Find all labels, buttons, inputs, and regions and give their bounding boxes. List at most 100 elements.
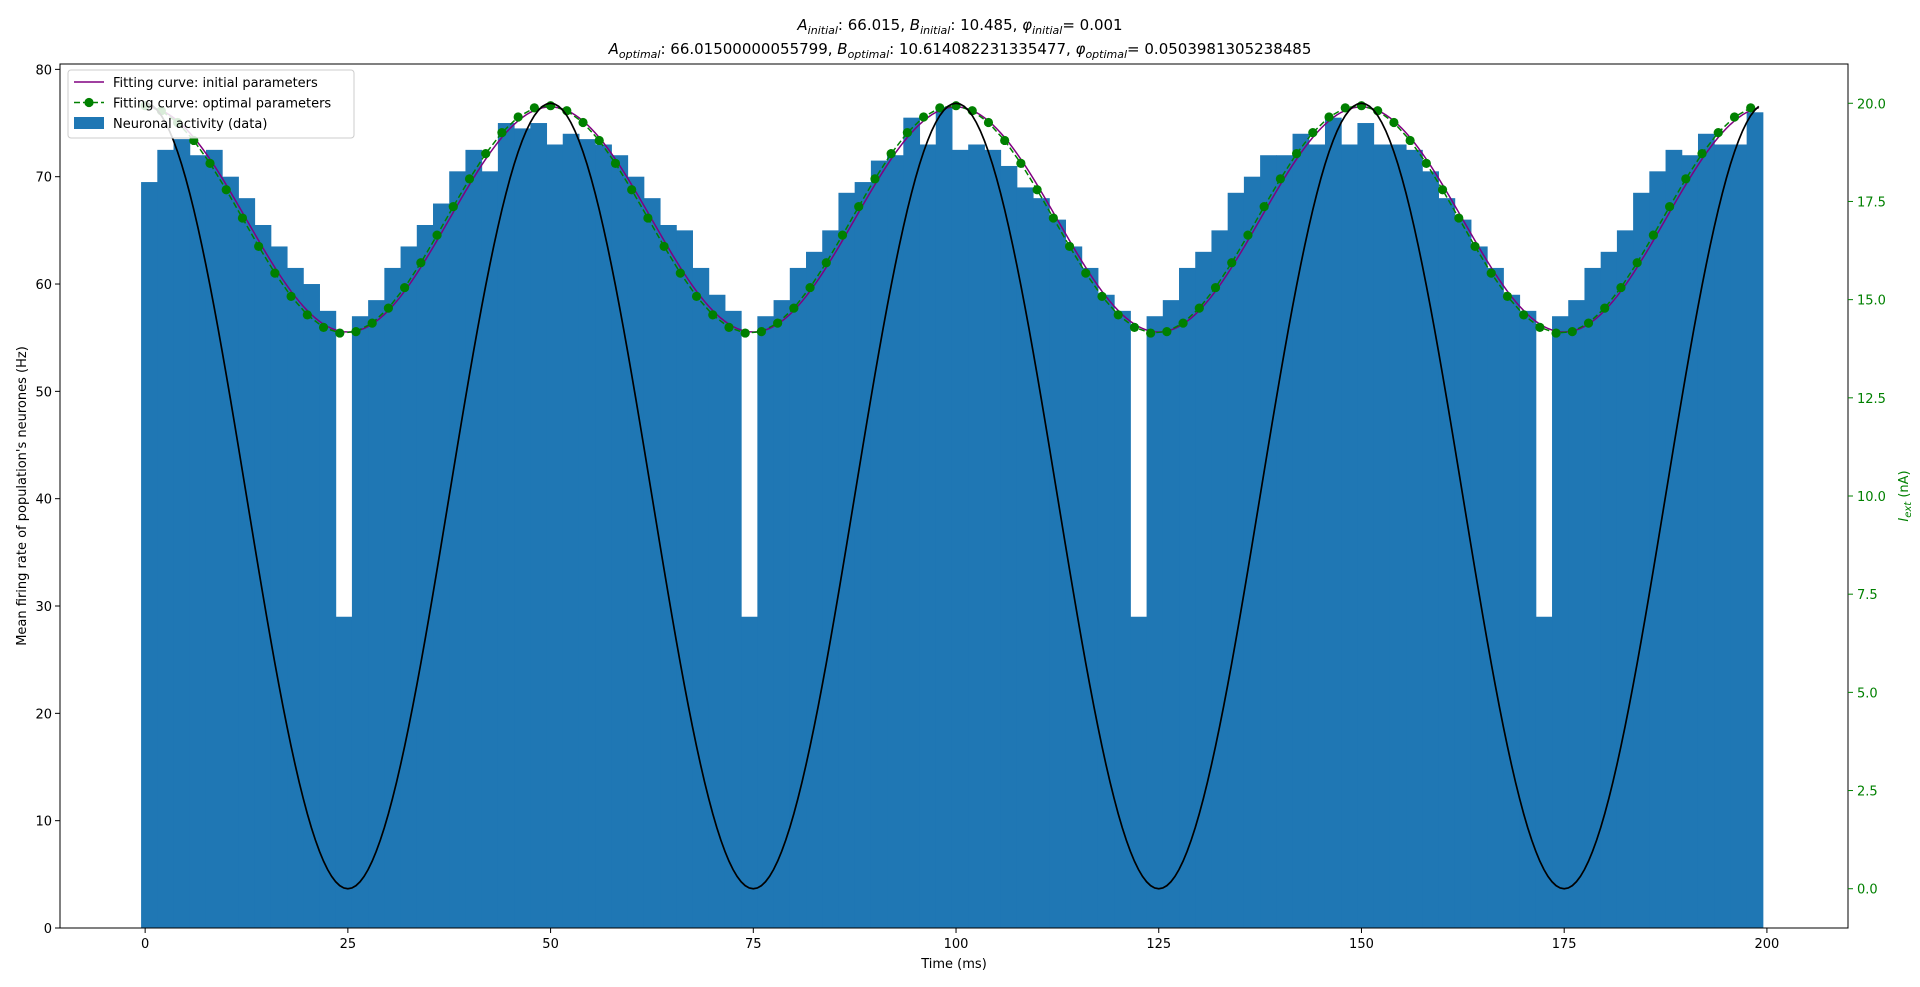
histogram-bar — [1649, 171, 1667, 928]
chart-title-line2-part: B — [837, 40, 847, 58]
histogram-bar — [822, 230, 839, 929]
histogram-bar — [205, 149, 223, 929]
legend-box — [67, 69, 355, 139]
histogram-bar — [497, 123, 515, 928]
histogram-bar — [1584, 267, 1602, 928]
histogram-bar — [1049, 219, 1066, 929]
histogram-bar — [660, 224, 677, 929]
optimal-fit-point — [1259, 201, 1269, 212]
x-tick-label: 175 — [1552, 937, 1577, 952]
optimal-fit-point — [886, 149, 896, 159]
optimal-fit-point — [1470, 241, 1480, 252]
histogram-bar — [903, 117, 921, 928]
optimal-fit-point — [643, 213, 653, 223]
legend-label: Neuronal activity (data) — [113, 117, 267, 132]
histogram-bar — [400, 246, 418, 929]
y-tick-label: 0 — [44, 922, 52, 937]
optimal-fit-point — [383, 303, 394, 313]
optimal-fit-point — [1291, 149, 1302, 159]
external-current-line — [144, 102, 1760, 890]
optimal-fit-point — [1275, 174, 1285, 184]
histogram-bar — [173, 139, 191, 928]
chart-title-line1-part: φ — [1022, 16, 1032, 34]
y2-tick-label: 2.5 — [1857, 785, 1878, 800]
histogram-bar — [1633, 192, 1650, 928]
histogram-bar — [1324, 117, 1342, 928]
y-axis-label: Mean firing rate of population's neurone… — [15, 346, 30, 646]
optimal-fit-point — [935, 103, 945, 113]
optimal-fit-point — [627, 185, 637, 195]
histogram-bar — [676, 230, 693, 929]
histogram-bar — [1130, 616, 1148, 928]
histogram-bar — [449, 171, 466, 928]
x-axis-label: Time (ms) — [920, 957, 987, 972]
optimal-fit-point — [335, 328, 345, 338]
histogram-bar — [530, 123, 548, 928]
histogram-bar — [1552, 316, 1569, 928]
histogram-bar — [1227, 192, 1245, 928]
optimal-fit-point — [1567, 327, 1577, 337]
optimal-fit-point — [1632, 258, 1642, 268]
optimal-fit-point — [708, 310, 718, 320]
optimal-fit-point — [1081, 268, 1091, 278]
optimal-fit-point — [432, 230, 442, 240]
histogram-bar — [887, 155, 904, 929]
histogram-bar — [1276, 155, 1294, 929]
legend-swatch-bars — [74, 117, 104, 129]
histogram-bar — [1487, 267, 1504, 928]
histogram-bar — [1730, 144, 1748, 928]
optimal-fit-point — [448, 201, 458, 212]
optimal-fit-point — [318, 322, 329, 332]
optimal-fit-point — [302, 310, 312, 320]
histogram-bar — [1146, 316, 1164, 928]
optimal-fit-point — [1064, 241, 1075, 252]
histogram-bar — [319, 310, 337, 928]
histogram-bar — [514, 128, 531, 928]
histogram-bar — [1600, 251, 1618, 929]
y-tick-label: 30 — [35, 600, 52, 615]
histogram-bar — [1195, 251, 1212, 929]
histogram-bar — [1357, 123, 1375, 928]
legend-swatch-optimal-marker — [84, 97, 94, 108]
y2-tick-label: 10.0 — [1857, 490, 1886, 505]
optimal-fit-point — [837, 230, 848, 240]
x-tick-label: 125 — [1146, 937, 1171, 952]
histogram-bar — [254, 224, 272, 929]
histogram-bar — [1438, 198, 1456, 928]
histogram-bar — [984, 149, 1002, 929]
optimal-fit-point — [367, 318, 377, 328]
histogram-bar — [1081, 267, 1099, 928]
histogram-bar — [1097, 294, 1115, 928]
bars-group — [141, 106, 1764, 929]
chart-title-line1-part: = 0.001 — [1062, 16, 1122, 34]
optimal-fit-point — [1583, 318, 1594, 328]
optimal-fit-point — [1097, 291, 1107, 302]
optimal-fit-point — [464, 174, 475, 184]
histogram-bar — [157, 149, 175, 929]
y2-axis-label-unit: (nA) — [1897, 470, 1912, 501]
optimal-fit-point — [1648, 230, 1658, 240]
optimal-fit-point — [594, 135, 604, 146]
histogram-bar — [757, 316, 775, 928]
optimal-fit-point — [1032, 185, 1042, 195]
chart-title-line1-part: initial — [1032, 24, 1062, 37]
optimal-fit-point — [221, 185, 231, 195]
histogram-bar — [287, 267, 304, 928]
optimal-fit-point — [1210, 282, 1221, 293]
x-tick-label: 100 — [944, 937, 969, 952]
chart-title-line1-part: initial — [920, 24, 950, 37]
legend-label: Fitting curve: initial parameters — [113, 76, 318, 91]
y-tick-label: 60 — [35, 278, 52, 293]
y2-axis-label-sub: ext — [1903, 501, 1914, 518]
y-tick-label: 50 — [35, 385, 52, 400]
optimal-fit-point — [1178, 318, 1188, 328]
histogram-bar — [724, 310, 742, 928]
optimal-fit-point — [983, 117, 994, 128]
optimal-fit-point — [854, 201, 864, 212]
optimal-fit-point — [1405, 135, 1415, 146]
optimal-fit-point — [773, 318, 783, 328]
histogram-bar — [546, 144, 564, 928]
x-tick-label: 25 — [340, 937, 357, 952]
optimal-fit-point — [805, 282, 815, 293]
